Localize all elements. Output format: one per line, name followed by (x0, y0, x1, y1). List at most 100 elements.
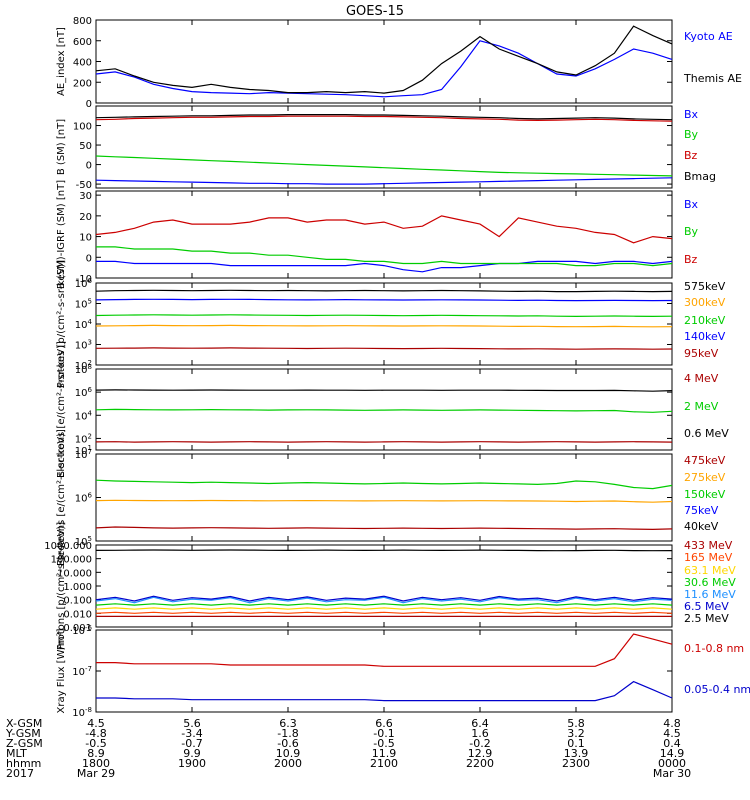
x-axis-value: 1900 (178, 757, 206, 770)
y-tick-label: 50 (79, 141, 92, 152)
y-tick-label: 103 (75, 339, 92, 352)
legend-entry: 40keV (684, 520, 719, 533)
legend-entry: By (684, 128, 699, 141)
series-line (95, 595, 673, 602)
y-axis-label: Electrons [e/(cm²-s-sr-keV)] (56, 429, 67, 566)
legend-entry: 11.6 MeV (684, 588, 736, 601)
legend-entry: 2 MeV (684, 400, 719, 413)
x-axis-row-label: hhmm (6, 757, 41, 770)
y-tick-label: 102 (75, 432, 92, 445)
legend-entry: Bx (684, 108, 699, 121)
y-tick-label: 105 (75, 535, 92, 548)
x-axis-value: 4.5 (663, 727, 681, 740)
y-tick-label: 105 (75, 298, 92, 311)
y-tick-label: 0.001 (63, 623, 92, 634)
legend-entry: 95keV (684, 347, 719, 360)
x-axis-value: -0.7 (181, 737, 202, 750)
y-axis-label: Protons [p/(cm²-s-sr-keV)] (56, 260, 67, 388)
series-line (95, 607, 673, 610)
legend-entry: 0.05-0.4 nm (684, 683, 750, 696)
y-axis-label: Electrons [e/(cm²-s-sr-keV)] (56, 341, 67, 478)
y-tick-label: 0 (86, 253, 92, 264)
series-line (95, 298, 673, 302)
series-line (95, 177, 673, 185)
legend-entry: 2.5 MeV (684, 612, 729, 625)
x-axis-value: -1.8 (277, 727, 298, 740)
legend-entry: 0.6 MeV (684, 427, 729, 440)
legend-entry: 575keV (684, 280, 726, 293)
x-axis-value: 5.6 (183, 717, 201, 730)
legend-entry: Themis AE (683, 72, 742, 85)
legend-entry: Bx (684, 198, 699, 211)
y-tick-label: 400 (73, 58, 92, 69)
legend-entry: By (684, 225, 699, 238)
legend-entry: 140keV (684, 330, 726, 343)
x-axis-value: 12.9 (468, 747, 493, 760)
y-tick-label: 200 (73, 78, 92, 89)
y-tick-label: 0 (86, 161, 92, 172)
series-line (95, 499, 673, 503)
legend-entry: Bmag (684, 170, 716, 183)
y-tick-label: 10.000 (57, 568, 92, 579)
x-axis-value: 10.9 (276, 747, 301, 760)
panel-frame (95, 544, 673, 628)
legend-entry: Bz (684, 149, 698, 162)
y-tick-label: 106 (75, 386, 93, 399)
panel-7: 0.001 0.010 0.100 1.000 10.000 100.000 1000.00… (44, 522, 736, 650)
y-tick-label: 101 (75, 444, 92, 457)
legend-entry: 63.1 MeV (684, 564, 736, 577)
panel-1: 0 200 400 600 800 AE_index [nT] Kyoto AE Themis… (56, 16, 742, 110)
x-axis-value: 6.3 (279, 717, 297, 730)
series-line (95, 526, 673, 531)
panel-frame (95, 190, 673, 279)
series-line (95, 114, 673, 121)
y-axis-label: Xray Flux [W/m²] (56, 628, 67, 713)
series-line (95, 408, 673, 413)
series-line (95, 347, 673, 350)
x-axis-value: 2300 (562, 757, 590, 770)
x-axis-value: -3.4 (181, 727, 202, 740)
y-tick-label: 10-8 (72, 706, 92, 719)
legend-entry: 433 MeV (684, 539, 733, 552)
x-axis-value: 0000 (658, 757, 686, 770)
series-line (95, 603, 673, 606)
x-axis-table: X-GSMY-GSMZ-GSMMLThhmm20174.5-4.8-0.58.9… (5, 717, 691, 780)
x-axis-value: 3.2 (567, 727, 585, 740)
x-axis-value: -0.5 (373, 737, 394, 750)
x-axis-value: 1800 (82, 757, 110, 770)
y-axis-label: B (SM) [nT] (56, 119, 67, 175)
x-axis-value: 4.5 (87, 717, 105, 730)
panel-frame (95, 282, 673, 366)
series-line (96, 246, 673, 267)
series-line (95, 115, 673, 122)
x-axis-value: 5.8 (567, 717, 585, 730)
y-tick-label: 30 (79, 191, 92, 202)
y-tick-label: 0.100 (63, 596, 92, 607)
series-line (95, 549, 673, 552)
y-axis-label: AE_index [nT] (56, 27, 67, 96)
y-tick-label: 0 (86, 99, 92, 110)
y-tick-label: 1000.000 (44, 541, 92, 552)
x-axis-value: 0.1 (567, 737, 585, 750)
y-axis-label: Protons [p/(cm²-s-sr-keV)] (56, 522, 67, 650)
y-tick-label: 0.010 (63, 609, 92, 620)
x-axis-row-label: X-GSM (6, 717, 42, 730)
y-tick-label: 106 (75, 492, 93, 505)
panel-3: -10 0 10 20 30 B (SM)-IGRF (SM) [nT] Bx By Bz (56, 180, 699, 289)
y-tick-label: 10-7 (72, 665, 92, 678)
x-axis-value: -0.1 (373, 727, 394, 740)
x-axis-value: 8.9 (87, 747, 105, 760)
panel-2: -50 0 50 100 B (SM) [nT] Bx By Bz Bmag (56, 105, 716, 191)
x-axis-value: Mar 30 (653, 767, 691, 780)
series-line (95, 289, 673, 293)
panel-6: 105 106 107 Electrons [e/(cm²-s-sr-keV)] 475… (56, 429, 726, 566)
series-line (95, 596, 673, 604)
x-axis-value: -0.5 (85, 737, 106, 750)
plot-title: GOES-15 (346, 4, 404, 19)
legend-entry: 210keV (684, 314, 726, 327)
legend-entry: 0.1-0.8 nm (684, 642, 744, 655)
y-tick-label: 107 (75, 448, 92, 461)
legend-entry: 475keV (684, 454, 726, 467)
